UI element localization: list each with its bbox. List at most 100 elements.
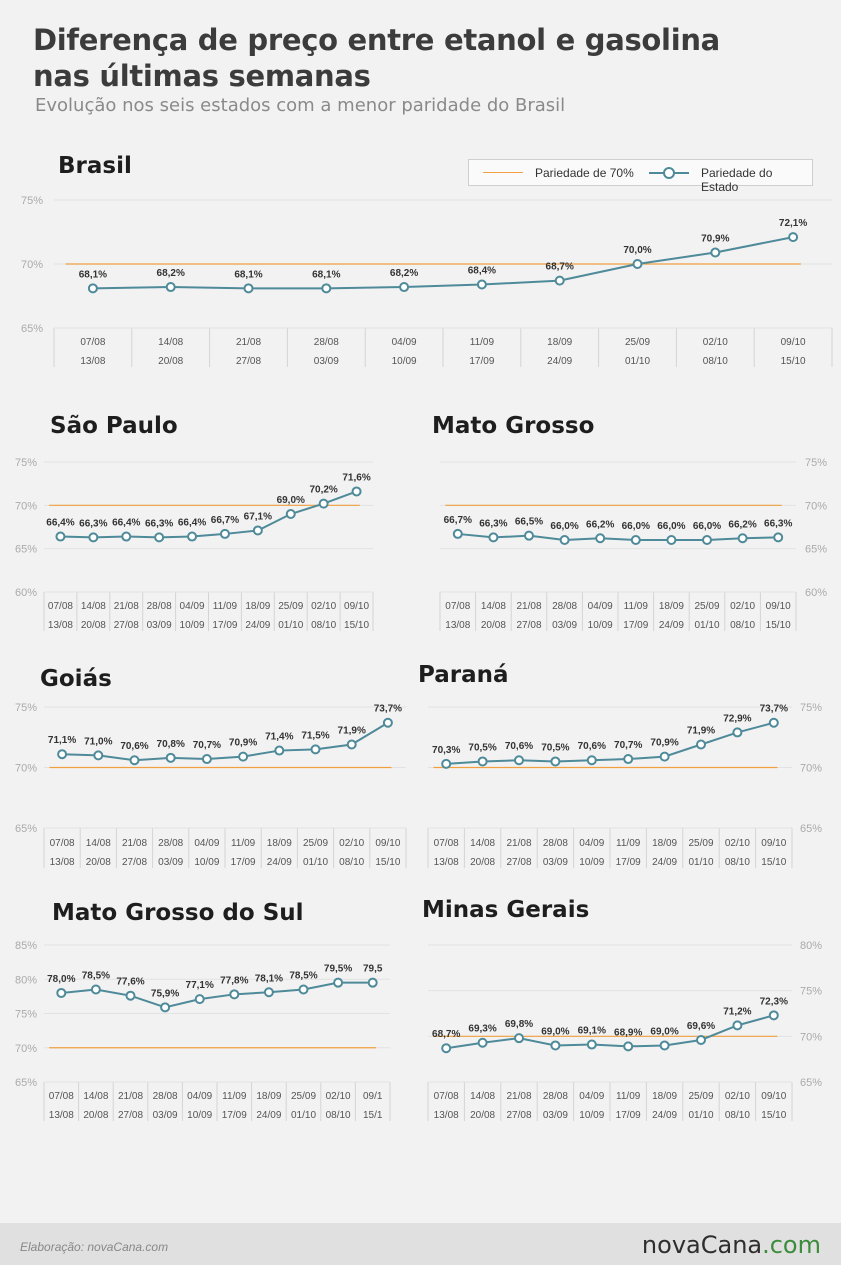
minas-gerais-xtick-start: 14/08 xyxy=(470,1091,495,1102)
parana-data-label: 73,7% xyxy=(760,704,788,715)
brasil-data-point xyxy=(788,232,799,243)
parana-xtick-end: 08/10 xyxy=(725,857,750,868)
mato-grosso-ytick-label: 70% xyxy=(805,500,827,512)
goias-series-line xyxy=(62,721,389,762)
brasil-data-point xyxy=(321,283,332,294)
mato-grosso-do-sul-series-line xyxy=(61,981,373,1009)
goias-data-label: 71,0% xyxy=(84,736,112,747)
mato-grosso-xtick-start: 28/08 xyxy=(552,601,577,612)
mato-grosso-data-point xyxy=(595,533,606,544)
mato-grosso-do-sul-xtick-end: 27/08 xyxy=(118,1110,143,1121)
mato-grosso-do-sul-xtick-end: 24/09 xyxy=(256,1110,281,1121)
brasil-data-point xyxy=(87,283,98,294)
mato-grosso-do-sul-xtick-end: 15/1 xyxy=(363,1110,383,1121)
sao-paulo-data-label: 70,2% xyxy=(309,485,337,496)
goias-xtick-start: 14/08 xyxy=(86,838,111,849)
brasil-xtick-end: 13/08 xyxy=(80,356,105,367)
sao-paulo-ytick-label: 65% xyxy=(15,544,37,556)
parana-ytick-label: 75% xyxy=(800,702,822,714)
sao-paulo-data-point xyxy=(121,531,132,542)
parana-data-label: 70,6% xyxy=(578,741,606,752)
sao-paulo-data-point xyxy=(252,525,263,536)
mato-grosso-xtick-start: 04/09 xyxy=(588,601,613,612)
parana-data-label: 70,3% xyxy=(432,745,460,756)
parana-xtick-start: 18/09 xyxy=(652,838,677,849)
minas-gerais-data-label: 69,1% xyxy=(578,1026,606,1037)
minas-gerais-xtick-start: 07/08 xyxy=(434,1091,459,1102)
sao-paulo-xtick-end: 15/10 xyxy=(344,620,369,631)
minas-gerais-data-point xyxy=(623,1041,634,1052)
mato-grosso-data-label: 66,3% xyxy=(764,518,792,529)
parana-data-point xyxy=(659,751,670,762)
brasil-data-point xyxy=(710,247,721,258)
mato-grosso-ytick-label: 65% xyxy=(805,544,827,556)
mato-grosso-data-point xyxy=(737,533,748,544)
mato-grosso-do-sul-data-label: 78,5% xyxy=(289,971,317,982)
parana-xtick-end: 13/08 xyxy=(434,857,459,868)
mato-grosso-xtick-end: 08/10 xyxy=(730,620,755,631)
parana-data-label: 70,5% xyxy=(541,742,569,753)
brasil-data-label: 70,9% xyxy=(701,233,729,244)
mato-grosso-do-sul-data-point xyxy=(90,984,101,995)
goias-xtick-end: 13/08 xyxy=(50,857,75,868)
panel-title-parana: Paraná xyxy=(418,662,509,688)
mato-grosso-xtick-end: 17/09 xyxy=(623,620,648,631)
mato-grosso-xtick-end: 13/08 xyxy=(445,620,470,631)
mato-grosso-xtick-start: 18/09 xyxy=(659,601,684,612)
panel-title-brasil: Brasil xyxy=(58,153,132,179)
mato-grosso-data-point xyxy=(773,532,784,543)
brasil-data-point xyxy=(632,259,643,269)
brasil-xtick-start: 21/08 xyxy=(236,337,261,348)
goias-xtick-end: 27/08 xyxy=(122,857,147,868)
brasil-xtick-start: 02/10 xyxy=(703,337,728,348)
mato-grosso-data-label: 66,0% xyxy=(622,521,650,532)
sao-paulo-data-point xyxy=(55,531,66,542)
mato-grosso-do-sul-data-label: 75,9% xyxy=(151,988,179,999)
parana-data-point xyxy=(441,758,452,769)
sao-paulo-data-point xyxy=(88,532,99,543)
sao-paulo-xtick-start: 28/08 xyxy=(147,601,172,612)
minas-gerais-data-label: 69,6% xyxy=(687,1021,715,1032)
brasil-ytick-label: 70% xyxy=(21,259,43,271)
sao-paulo-xtick-start: 21/08 xyxy=(114,601,139,612)
parana-data-point xyxy=(477,756,488,767)
brasil-xtick-start: 11/09 xyxy=(470,337,495,348)
sao-paulo-xtick-start: 07/08 xyxy=(48,601,73,612)
goias-xtick-end: 20/08 xyxy=(86,857,111,868)
mato-grosso-data-point xyxy=(630,535,641,545)
parana-data-label: 70,5% xyxy=(468,742,496,753)
mato-grosso-ytick-label: 60% xyxy=(805,587,827,599)
mato-grosso-xtick-start: 25/09 xyxy=(694,601,719,612)
sao-paulo-ytick-label: 70% xyxy=(15,500,37,512)
sao-paulo-xtick-end: 10/09 xyxy=(180,620,205,631)
sao-paulo-xtick-start: 14/08 xyxy=(81,601,106,612)
mato-grosso-do-sul-xtick-start: 25/09 xyxy=(291,1091,316,1102)
goias-xtick-end: 10/09 xyxy=(194,857,219,868)
mato-grosso-series-line xyxy=(457,532,779,542)
legend-state-marker xyxy=(663,167,675,179)
brasil-xtick-start: 18/09 xyxy=(547,337,572,348)
parana-data-label: 70,9% xyxy=(650,738,678,749)
mato-grosso-do-sul-xtick-end: 03/09 xyxy=(153,1110,178,1121)
goias-xtick-start: 04/09 xyxy=(194,838,219,849)
goias-data-point xyxy=(201,754,212,765)
mato-grosso-xtick-start: 02/10 xyxy=(730,601,755,612)
brasil-xtick-end: 24/09 xyxy=(547,356,572,367)
goias-data-point xyxy=(57,749,68,760)
brasil-xtick-end: 03/09 xyxy=(314,356,339,367)
minas-gerais-ytick-label: 70% xyxy=(800,1031,822,1043)
goias-data-point xyxy=(165,752,176,763)
brasil-data-label: 68,2% xyxy=(390,268,418,279)
parana-xtick-start: 04/09 xyxy=(579,838,604,849)
brasil-data-label: 70,0% xyxy=(623,245,651,256)
mato-grosso-do-sul-data-point xyxy=(263,987,274,998)
mato-grosso-do-sul-xtick-start: 28/08 xyxy=(153,1091,178,1102)
brasil-xtick-start: 25/09 xyxy=(625,337,650,348)
brasil-xtick-start: 09/10 xyxy=(781,337,806,348)
brasil-data-label: 68,1% xyxy=(234,269,262,280)
minas-gerais-data-point xyxy=(586,1039,597,1050)
goias-data-label: 71,9% xyxy=(338,726,366,737)
mato-grosso-do-sul-data-point xyxy=(194,994,205,1005)
brasil-xtick-end: 10/09 xyxy=(392,356,417,367)
sao-paulo-xtick-start: 18/09 xyxy=(245,601,270,612)
